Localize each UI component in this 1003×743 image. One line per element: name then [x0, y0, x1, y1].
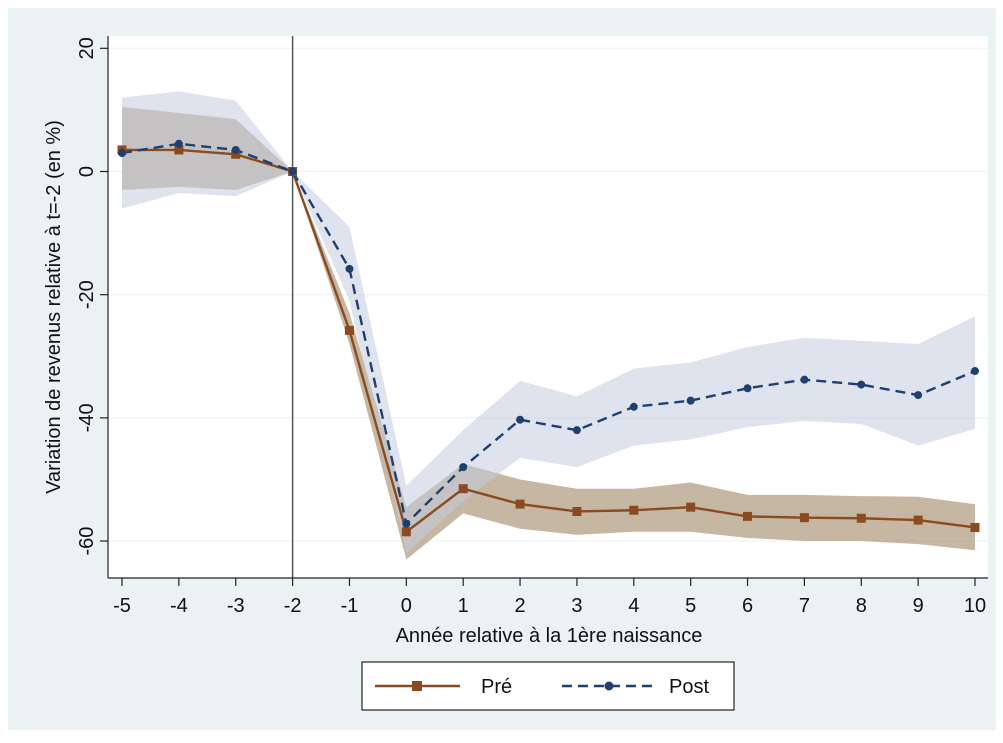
data-point-pre	[629, 505, 639, 515]
x-tick-label: 8	[856, 595, 867, 617]
legend-item-pre: Pré	[375, 676, 512, 698]
y-axis-title: Variation de revenus relative à t=-2 (en…	[43, 120, 65, 494]
data-point-pre	[401, 527, 411, 537]
x-tick-label: 7	[799, 595, 810, 617]
data-point-pre	[458, 484, 468, 494]
x-tick-label: 0	[401, 595, 412, 617]
x-tick-label: -5	[113, 595, 131, 617]
data-point-post	[118, 149, 126, 158]
data-point-pre	[174, 145, 184, 155]
legend-post-marker	[604, 681, 614, 691]
data-point-pre	[231, 149, 241, 159]
data-point-post	[174, 139, 183, 148]
series-lines	[121, 142, 976, 534]
data-point-pre	[686, 502, 696, 512]
x-tick-label: 10	[964, 595, 986, 617]
data-point-post	[231, 145, 240, 154]
y-tick-label: -20	[76, 280, 98, 309]
data-point-post	[800, 375, 809, 384]
series-markers	[117, 139, 980, 537]
x-tick-label: -4	[170, 595, 188, 617]
x-tick-label: 6	[742, 595, 753, 617]
series-line-pre	[122, 148, 976, 534]
data-point-post	[629, 402, 638, 411]
data-point-pre	[970, 522, 980, 532]
x-ticks: -5 -4 -3 -2 -1 0 1 2 3 4 5 6 7 8 9 10	[113, 578, 986, 617]
data-point-post	[345, 264, 354, 273]
y-tick-label: -60	[76, 527, 98, 556]
data-point-pre	[515, 499, 525, 509]
y-tick-label: 20	[76, 37, 98, 59]
y-ticks: 20 0 -20 -40 -60	[76, 37, 108, 555]
data-point-post	[971, 367, 979, 376]
x-tick-label: 3	[571, 595, 582, 617]
series-line-post	[121, 142, 976, 527]
x-tick-label: 4	[628, 595, 639, 617]
y-tick-label: -40	[76, 403, 98, 432]
legend-pre-marker	[412, 681, 422, 691]
legend: Pré Post	[361, 661, 735, 711]
data-point-pre	[913, 515, 923, 525]
data-point-post	[914, 391, 923, 400]
x-tick-label: 2	[515, 595, 526, 617]
x-tick-label: 1	[458, 595, 469, 617]
axes	[107, 36, 988, 579]
x-tick-label: -3	[227, 595, 245, 617]
data-point-post	[686, 396, 695, 405]
x-tick-label: -2	[284, 595, 302, 617]
data-point-post	[857, 380, 866, 389]
y-tick-label: 0	[76, 166, 98, 177]
data-point-pre	[743, 511, 753, 521]
legend-item-post: Post	[562, 676, 709, 698]
data-point-pre	[572, 506, 582, 516]
x-tick-label: -1	[341, 595, 359, 617]
data-point-post	[459, 463, 468, 472]
legend-pre-label: Pré	[481, 676, 512, 698]
x-tick-label: 5	[685, 595, 696, 617]
data-point-post	[572, 426, 581, 435]
data-point-post	[288, 167, 297, 176]
data-point-pre	[344, 325, 354, 335]
data-point-post	[743, 384, 752, 393]
confidence-band-post	[122, 91, 975, 554]
data-point-post	[516, 415, 525, 424]
data-point-pre	[856, 513, 866, 523]
legend-post-label: Post	[669, 676, 709, 698]
x-axis-title: Année relative à la 1ère naissance	[396, 625, 703, 647]
data-point-pre	[799, 513, 809, 523]
x-tick-label: 9	[913, 595, 924, 617]
data-point-post	[402, 519, 411, 528]
